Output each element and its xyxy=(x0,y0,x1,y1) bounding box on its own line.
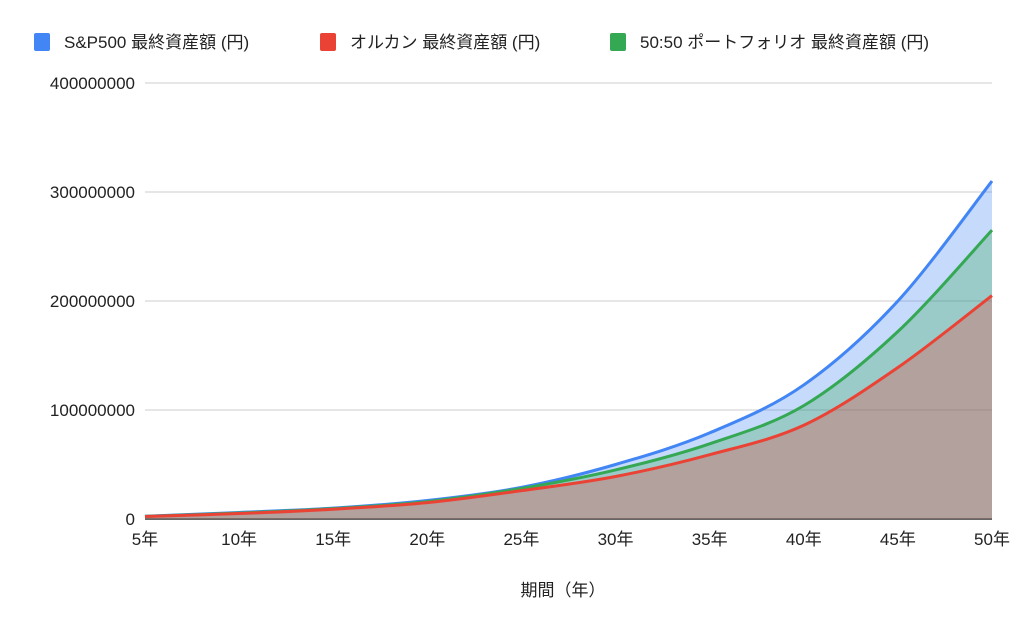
x-tick-label: 10年 xyxy=(221,530,257,549)
x-tick-label: 40年 xyxy=(786,530,822,549)
y-axis-ticks: 0 100000000 200000000 300000000 400000000 xyxy=(50,74,135,529)
x-tick-label: 30年 xyxy=(598,530,634,549)
legend: S&P500 最終資産額 (円) オルカン 最終資産額 (円) 50:50 ポートフ… xyxy=(34,33,929,52)
x-tick-label: 5年 xyxy=(132,530,158,549)
x-axis-title: 期間（年） xyxy=(521,581,606,600)
x-tick-label: 50年 xyxy=(974,530,1010,549)
gridlines xyxy=(145,82,992,520)
x-tick-label: 15年 xyxy=(315,530,351,549)
series-2-area xyxy=(145,230,992,519)
legend-label: 50:50 ポートフォリオ 最終資産額 (円) xyxy=(640,33,929,52)
legend-label: オルカン 最終資産額 (円) xyxy=(350,33,540,52)
x-tick-label: 45年 xyxy=(880,530,916,549)
legend-swatch xyxy=(320,33,336,51)
y-tick-label: 400000000 xyxy=(50,74,135,93)
y-tick-label: 200000000 xyxy=(50,292,135,311)
y-tick-label: 0 xyxy=(126,510,135,529)
y-tick-label: 100000000 xyxy=(50,401,135,420)
x-axis-ticks: 5年 10年 15年 20年 25年 30年 35年 40年 45年 50年 xyxy=(132,530,1010,549)
series-areas xyxy=(145,181,992,519)
legend-swatch xyxy=(610,33,626,51)
x-tick-label: 25年 xyxy=(503,530,539,549)
series-1-area xyxy=(145,295,992,519)
legend-label: S&P500 最終資産額 (円) xyxy=(64,33,249,52)
x-tick-label: 35年 xyxy=(692,530,728,549)
y-tick-label: 300000000 xyxy=(50,183,135,202)
series-1-line xyxy=(144,294,993,518)
legend-swatch xyxy=(34,33,50,51)
x-tick-label: 20年 xyxy=(409,530,445,549)
series-lines xyxy=(144,180,994,518)
